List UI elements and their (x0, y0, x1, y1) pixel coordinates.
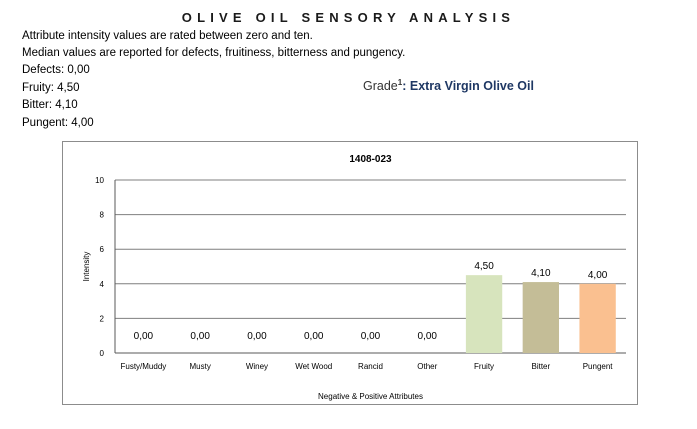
data-label: 0,00 (190, 331, 210, 342)
x-axis-label: Negative & Positive Attributes (318, 392, 423, 401)
pungent-summary: Pungent: 4,00 (22, 117, 94, 129)
x-tick-label: Fusty/Muddy (120, 362, 166, 371)
x-tick-label: Other (417, 362, 437, 371)
x-tick-label: Bitter (531, 362, 550, 371)
y-axis-label: Intensity (82, 252, 91, 282)
x-tick-label: Wet Wood (295, 362, 332, 371)
grade-separator: : (402, 79, 407, 94)
data-label: 0,00 (304, 331, 324, 342)
bar-bitter (522, 282, 560, 353)
grade-label: Grade (363, 79, 398, 94)
y-tick-label: 2 (100, 314, 105, 323)
bitter-summary: Bitter: 4,10 (22, 99, 78, 111)
x-tick-label: Rancid (358, 362, 383, 371)
data-label: 0,00 (418, 331, 438, 342)
x-tick-label: Fruity (474, 362, 494, 371)
intro-line-2: Median values are reported for defects, … (22, 47, 406, 59)
bar-fruity (465, 275, 503, 353)
data-label: 0,00 (361, 331, 381, 342)
y-tick-label: 10 (95, 176, 104, 185)
y-tick-label: 8 (100, 211, 105, 220)
page-title: OLIVE OIL SENSORY ANALYSIS (181, 10, 516, 25)
y-tick-label: 6 (100, 245, 105, 254)
chart-frame: 1408-023 0 2 4 6 8 10 Intensity 0,00 Fusty/Muddy 0… (62, 141, 638, 405)
x-tick-label: Musty (189, 362, 210, 371)
grade-footnote-marker: 1 (397, 78, 403, 87)
data-label: 0,00 (134, 331, 154, 342)
data-label: 4,00 (588, 270, 608, 281)
data-label: 4,10 (531, 268, 551, 279)
chart-title: 1408-023 (349, 154, 392, 165)
data-label: 0,00 (247, 331, 267, 342)
bar-pungent (579, 283, 616, 353)
y-tick-label: 0 (100, 349, 105, 358)
y-tick-label: 4 (100, 280, 105, 289)
grade: Grade1: Extra Virgin Olive Oil (363, 78, 534, 93)
defects-summary: Defects: 0,00 (22, 64, 90, 76)
x-tick-label: Pungent (583, 362, 614, 371)
grade-value: Extra Virgin Olive Oil (409, 79, 534, 94)
data-label: 4,50 (474, 261, 494, 272)
fruity-summary: Fruity: 4,50 (22, 82, 80, 94)
intro-line-1: Attribute intensity values are rated bet… (22, 30, 313, 42)
intensity-bar-chart: 1408-023 0 2 4 6 8 10 Intensity 0,00 Fusty/Muddy 0… (82, 154, 626, 401)
x-tick-label: Winey (246, 362, 268, 371)
